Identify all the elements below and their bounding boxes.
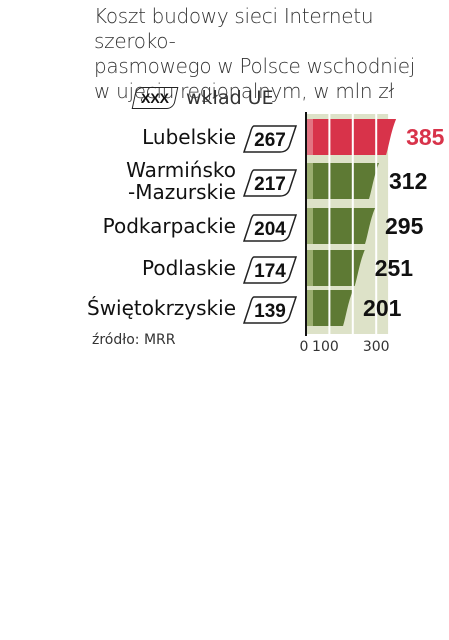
total-value-label: 295 bbox=[385, 213, 424, 239]
tick-label: 100 bbox=[312, 339, 339, 355]
bar bbox=[307, 119, 397, 155]
legend-label: wkład UE bbox=[186, 87, 274, 109]
category-label: Warmińsko bbox=[126, 158, 236, 182]
ue-value-box bbox=[242, 296, 298, 324]
source-note: źródło: MRR bbox=[92, 332, 176, 348]
ue-value-label: 174 bbox=[254, 261, 286, 282]
total-value-label: 251 bbox=[375, 255, 414, 281]
ue-value-label: 204 bbox=[254, 219, 286, 240]
ue-value-box bbox=[242, 214, 298, 242]
bar bbox=[307, 250, 365, 286]
total-value-label: 385 bbox=[406, 124, 445, 150]
category-label: Świętokrzyskie bbox=[87, 296, 236, 320]
ue-value-label: 267 bbox=[254, 130, 286, 151]
bar bbox=[307, 163, 380, 199]
tick-label: 0 bbox=[300, 339, 309, 355]
chart-title: Koszt budowy sieci Internetu szeroko- pa… bbox=[94, 4, 444, 104]
category-label: Podkarpackie bbox=[103, 214, 236, 238]
title-line: pasmowego w Polsce wschodniej bbox=[94, 54, 416, 78]
bar-shine bbox=[307, 250, 313, 286]
total-value-label: 201 bbox=[363, 295, 402, 321]
category-label: Podlaskie bbox=[142, 256, 236, 280]
category-label: Lubelskie bbox=[142, 125, 236, 149]
bar bbox=[307, 208, 376, 244]
ue-value-label: 139 bbox=[254, 301, 286, 322]
bar-shine bbox=[307, 208, 313, 244]
bar-shine bbox=[307, 290, 313, 326]
ue-value-box bbox=[242, 169, 298, 197]
ue-value-label: 217 bbox=[254, 174, 286, 195]
ue-value-box bbox=[242, 256, 298, 284]
title-line: w ujęciu regionalnym, w mln zł bbox=[94, 79, 394, 103]
total-value-label: 312 bbox=[389, 168, 427, 194]
bar-chart: Lubelskie Warmińsko-Mazurskie Podkarpackie… bbox=[87, 112, 445, 355]
title-line: Koszt budowy sieci Internetu szeroko- bbox=[94, 4, 374, 53]
bar-shine bbox=[307, 163, 313, 199]
category-label: -Mazurskie bbox=[128, 180, 236, 204]
tick-label: 300 bbox=[363, 339, 390, 355]
legend: XXX wkład UE bbox=[131, 86, 274, 110]
ue-value-box bbox=[242, 125, 298, 153]
bar-shine bbox=[307, 119, 313, 155]
